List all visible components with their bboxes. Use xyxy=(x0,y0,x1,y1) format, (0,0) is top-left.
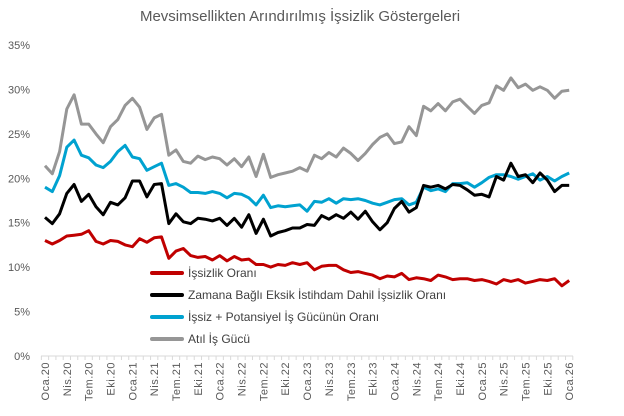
legend-swatch xyxy=(150,337,184,341)
series-line xyxy=(43,76,570,179)
x-tick-label: Nis.25 xyxy=(499,362,511,396)
y-tick-label: 5% xyxy=(14,307,30,319)
y-tick-label: 35% xyxy=(8,40,30,52)
x-tick-label: Oca.24 xyxy=(389,362,401,400)
x-tick-label: Oca.20 xyxy=(40,362,52,400)
series-1 xyxy=(44,161,570,238)
x-tick-label: Tem.24 xyxy=(433,362,445,401)
legend-item-underemployment: Zamana Bağlı Eksik İstihdam Dahil İşsizl… xyxy=(150,284,446,306)
x-tick-label: Tem.20 xyxy=(84,362,96,401)
legend-label: İşsizlik Oranı xyxy=(188,266,257,280)
y-tick-label: 25% xyxy=(8,129,30,141)
x-tick-label: Nis.24 xyxy=(411,362,423,396)
x-tick-label: Nis.20 xyxy=(62,362,74,396)
x-tick-label: Eki.22 xyxy=(280,362,292,396)
series-2 xyxy=(44,138,570,213)
x-tick-label: Eki.25 xyxy=(542,362,554,396)
chart-title: Mevsimsellikten Arındırılmış İşsizlik Gö… xyxy=(139,8,461,25)
legend-label: İşsiz + Potansiyel İş Gücünün Oranı xyxy=(188,310,380,324)
y-tick-label: 30% xyxy=(8,84,30,96)
series-line xyxy=(44,161,570,238)
legend-item-potential-labour: İşsiz + Potansiyel İş Gücünün Oranı xyxy=(150,306,446,328)
x-tick-label: Tem.25 xyxy=(520,362,532,401)
series-3 xyxy=(43,76,570,179)
x-tick-label: Eki.20 xyxy=(106,362,118,396)
legend-swatch xyxy=(150,293,184,297)
x-tick-label: Tem.23 xyxy=(346,362,358,401)
legend-swatch xyxy=(150,271,184,275)
x-tick-label: Eki.23 xyxy=(368,362,380,396)
x-tick-label: Oca.25 xyxy=(477,362,489,400)
legend-label: Atıl İş Gücü xyxy=(188,332,251,346)
y-tick-label: 15% xyxy=(8,218,30,230)
y-tick-label: 10% xyxy=(8,262,30,274)
legend-label: Zamana Bağlı Eksik İstihdam Dahil İşsizl… xyxy=(188,288,447,302)
x-tick-label: Tem.21 xyxy=(171,362,183,401)
y-tick-label: 20% xyxy=(8,173,30,185)
legend: İşsizlik Oranı Zamana Bağlı Eksik İstihd… xyxy=(150,262,446,350)
x-tick-label: Eki.21 xyxy=(193,362,205,396)
x-tick-label: Tem.22 xyxy=(258,362,270,401)
legend-swatch xyxy=(150,315,184,319)
x-tick-label: Oca.23 xyxy=(302,362,314,400)
x-tick-label: Oca.22 xyxy=(215,362,227,400)
legend-item-unemployment: İşsizlik Oranı xyxy=(150,262,446,284)
x-tick-label: Nis.23 xyxy=(324,362,336,396)
x-tick-label: Nis.22 xyxy=(237,362,249,396)
x-tick-label: Eki.24 xyxy=(455,362,467,396)
x-tick-label: Oca.26 xyxy=(564,362,576,400)
y-tick-label: 0% xyxy=(14,351,30,363)
x-tick-label: Nis.21 xyxy=(149,362,161,396)
legend-item-idle-labour: Atıl İş Gücü xyxy=(150,328,446,350)
series-0 xyxy=(44,229,571,288)
x-tick-label: Oca.21 xyxy=(127,362,139,400)
